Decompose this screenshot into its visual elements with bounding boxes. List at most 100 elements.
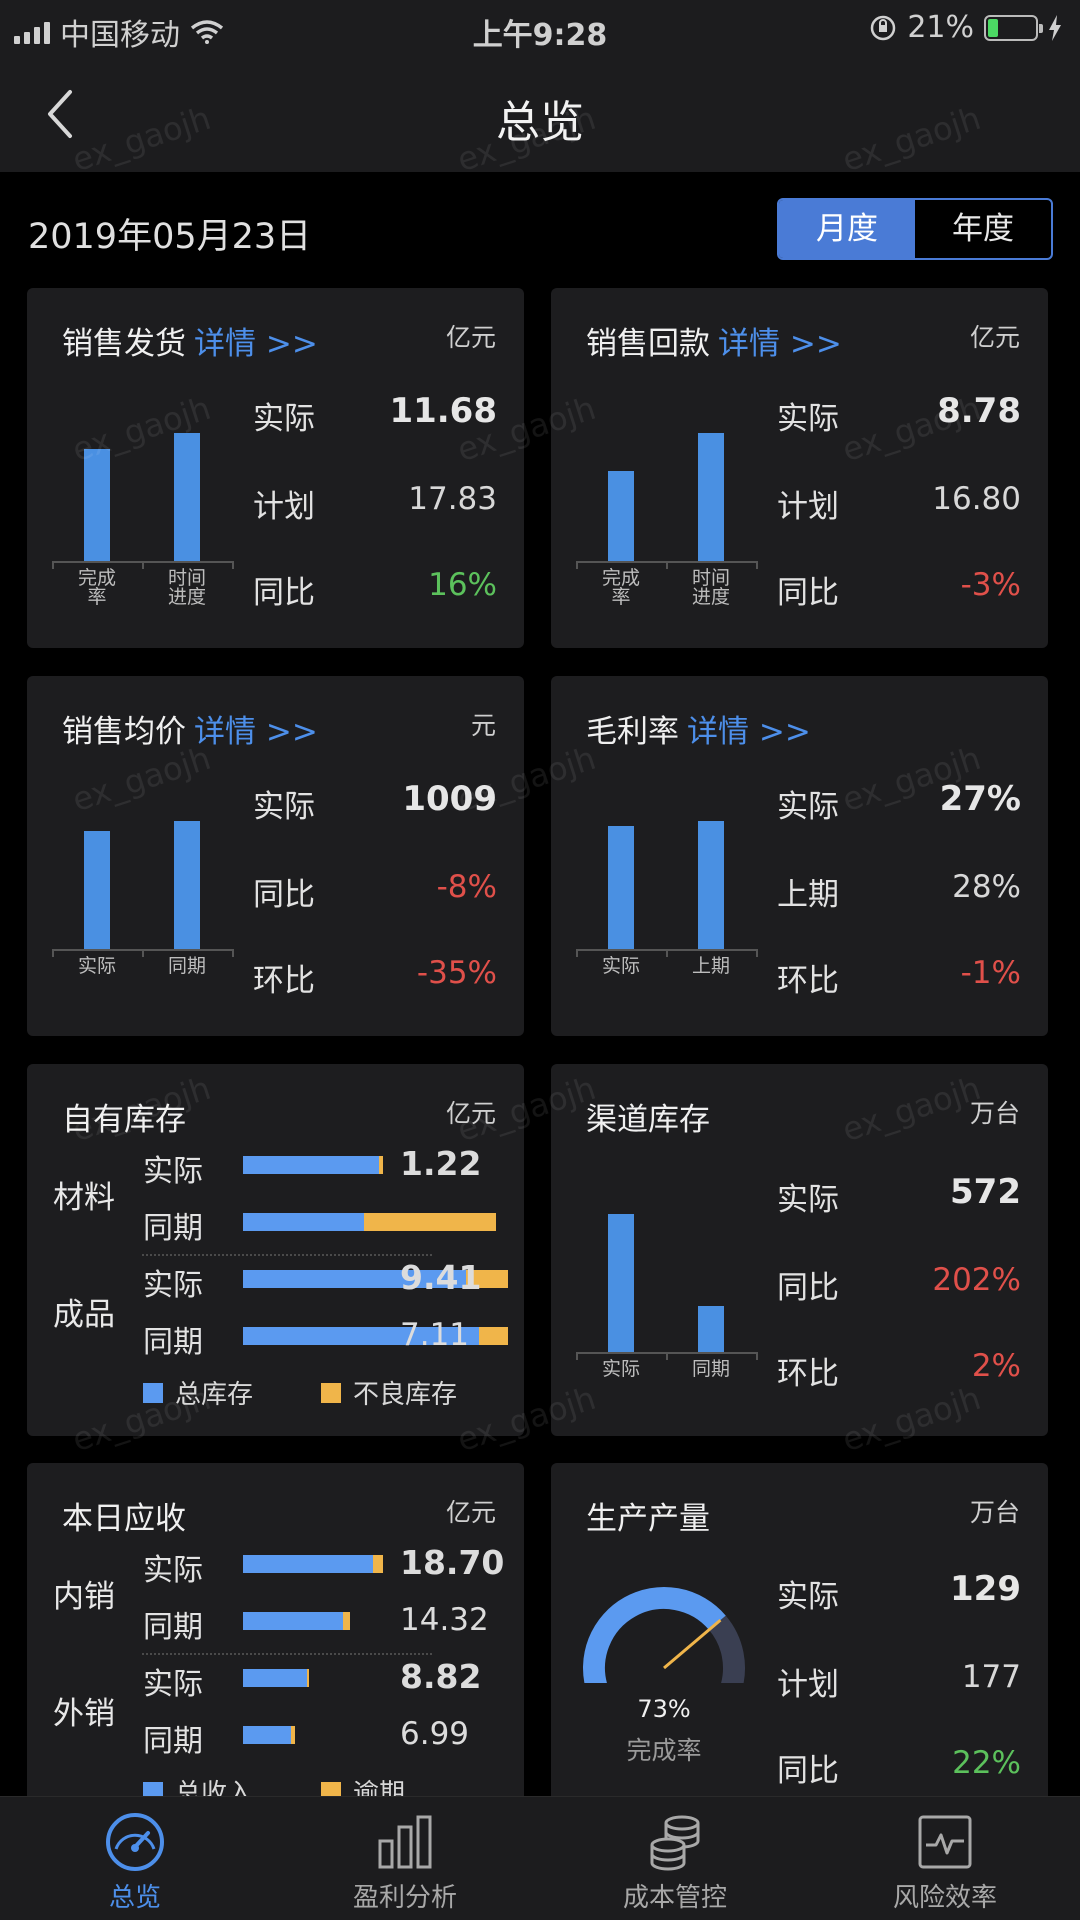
row-value: 14.32 — [400, 1602, 489, 1638]
back-arrow-icon[interactable] — [40, 84, 80, 144]
plan-value: 177 — [961, 1659, 1021, 1695]
details-link[interactable]: 详情 >> — [194, 714, 318, 750]
category-label: 实际 — [601, 955, 640, 977]
mom-label: 环比 — [777, 963, 839, 999]
row-label: 实际 — [143, 1667, 203, 1702]
chart-bar — [608, 825, 634, 949]
period-option-yearly[interactable]: 年度 — [952, 211, 1014, 247]
group-label-materials: 材料 — [53, 1180, 115, 1216]
gross-margin-chart: 实际 上期 — [576, 811, 758, 1011]
category-label: 上期 — [691, 955, 730, 977]
actual-value: 8.78 — [937, 391, 1021, 431]
card-title: 生产产量 — [586, 1501, 710, 1537]
details-link[interactable]: 详情 >> — [718, 326, 842, 362]
details-link[interactable]: 详情 >> — [194, 326, 318, 362]
chart-bar — [608, 1214, 634, 1352]
bad-inventory-segment — [379, 1156, 384, 1174]
pulse-monitor-icon — [918, 1815, 972, 1869]
axis-tick — [576, 949, 578, 957]
row-value: 18.70 — [400, 1543, 505, 1582]
axis-tick — [232, 949, 234, 957]
legend-total: 总库存 — [143, 1374, 253, 1411]
bad-inventory-segment — [478, 1327, 508, 1345]
inventory-bar — [243, 1327, 508, 1345]
unit-label: 亿元 — [969, 323, 1020, 352]
axis-tick — [576, 561, 578, 569]
card-title-text: 毛利率 — [586, 714, 679, 750]
carrier-name: 中国移动 — [60, 18, 180, 53]
tab-overview[interactable]: 总览 — [0, 1797, 270, 1920]
yoy-value: -3% — [960, 567, 1021, 603]
own-inventory-card: 自有库存 亿元 材料 实际 1.22 同期 成品 实际 9.41 同期 7.11… — [27, 1064, 524, 1436]
row-value: 9.41 — [400, 1258, 482, 1297]
chart-bar — [84, 831, 110, 949]
gauge-needle — [663, 1618, 722, 1670]
category-label: 同期 — [167, 955, 206, 977]
plan-value: 17.83 — [408, 481, 497, 517]
completion-gauge — [583, 1587, 745, 1683]
yoy-label: 同比 — [253, 877, 315, 913]
plan-label: 计划 — [777, 489, 839, 525]
axis-tick — [756, 949, 758, 957]
actual-label: 实际 — [777, 1182, 839, 1218]
actual-label: 实际 — [777, 789, 839, 825]
yoy-label: 同比 — [777, 1753, 839, 1789]
overdue-segment — [290, 1726, 296, 1744]
actual-label: 实际 — [777, 401, 839, 437]
channel-inventory-chart: 实际 同期 — [576, 1204, 758, 1414]
yoy-value: 22% — [952, 1745, 1021, 1781]
inventory-bar — [243, 1213, 496, 1231]
overdue-segment — [307, 1669, 310, 1687]
axis-tick — [142, 561, 144, 569]
overdue-segment — [342, 1612, 351, 1630]
axis-tick — [52, 561, 54, 569]
card-title: 自有库存 — [62, 1102, 186, 1138]
category-label: 完成 率 — [601, 567, 640, 608]
gross-margin-card: 毛利率 详情 >> 实际 上期 实际 27% 上期 28% 环比 -1% — [551, 676, 1048, 1036]
yoy-label: 同比 — [253, 575, 315, 611]
yoy-label: 同比 — [777, 575, 839, 611]
period-option-monthly[interactable]: 月度 — [779, 200, 915, 258]
previous-period-value: 28% — [952, 869, 1021, 905]
receivable-bar — [243, 1669, 310, 1687]
status-bar: 中国移动 上午9:28 21% — [0, 0, 1080, 56]
legend-swatch — [143, 1382, 163, 1403]
card-title: 销售均价 详情 >> — [62, 706, 318, 751]
row-label: 同期 — [143, 1724, 203, 1759]
status-right: 21% — [869, 10, 1062, 45]
card-title: 渠道库存 — [586, 1102, 710, 1138]
chart-bar — [698, 1306, 724, 1352]
unit-label: 亿元 — [445, 1099, 496, 1128]
chart-bar — [84, 448, 110, 561]
tab-label: 成本管控 — [622, 1883, 727, 1913]
axis-tick — [666, 561, 668, 569]
group-label-export: 外销 — [53, 1696, 115, 1732]
mom-value: -35% — [416, 955, 497, 991]
status-left: 中国移动 — [14, 10, 224, 54]
receivable-bar — [243, 1612, 351, 1630]
yoy-value: -8% — [436, 869, 497, 905]
card-title-text: 销售回款 — [586, 326, 710, 362]
details-link[interactable]: 详情 >> — [687, 714, 811, 750]
receivable-bar — [243, 1726, 296, 1744]
unit-label: 元 — [470, 711, 496, 740]
tab-profit-analysis[interactable]: 盈利分析 — [270, 1797, 540, 1920]
actual-value: 11.68 — [389, 391, 497, 431]
bar-chart-icon — [378, 1815, 432, 1869]
charging-bolt-icon — [1049, 14, 1061, 41]
bad-inventory-segment — [465, 1270, 508, 1288]
sales-shipment-chart: 完成 率 时间 进度 — [52, 423, 234, 623]
actual-value: 1009 — [402, 779, 497, 819]
actual-value: 572 — [950, 1172, 1021, 1212]
unit-label: 万台 — [969, 1099, 1020, 1128]
legend-swatch — [321, 1382, 341, 1403]
row-label: 实际 — [143, 1268, 203, 1303]
tab-cost-control[interactable]: 成本管控 — [540, 1797, 810, 1920]
yoy-value: 16% — [428, 567, 497, 603]
axis-tick — [666, 949, 668, 957]
unit-label: 亿元 — [445, 323, 496, 352]
card-title: 销售回款 详情 >> — [586, 318, 842, 363]
legend-label: 总库存 — [175, 1380, 254, 1410]
sales-collection-card: 销售回款 详情 >> 亿元 完成 率时间 进度 实际 8.78 计划 16.80 … — [551, 288, 1048, 648]
tab-risk-efficiency[interactable]: 风险效率 — [810, 1797, 1080, 1920]
